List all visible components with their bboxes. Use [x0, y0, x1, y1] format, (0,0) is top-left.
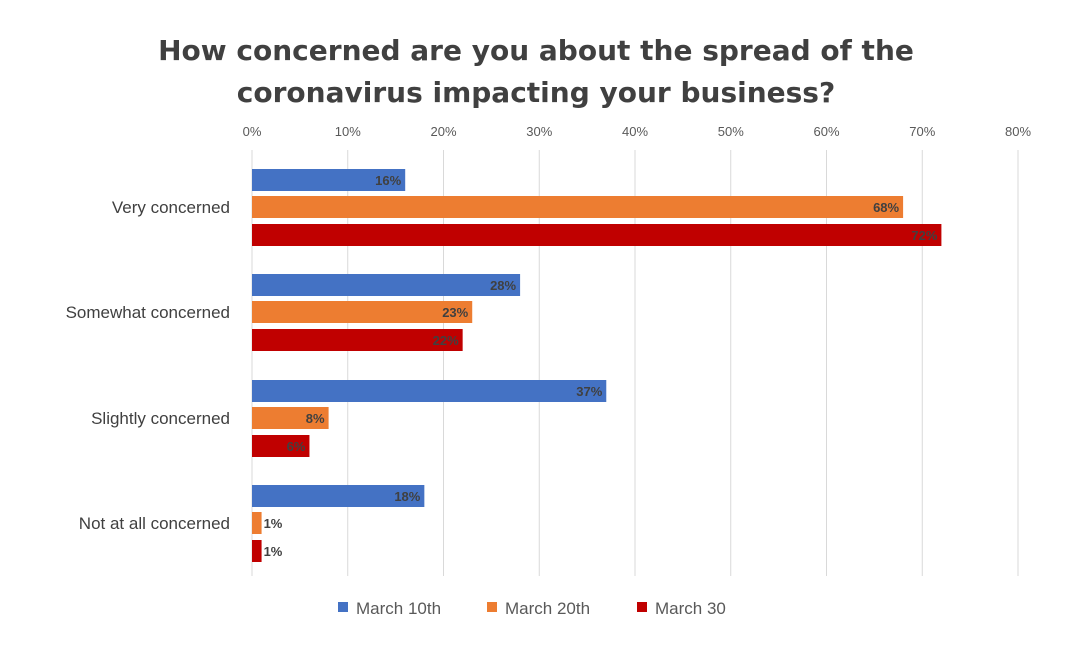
data-label: 18%	[394, 489, 420, 504]
x-tick-label: 70%	[909, 124, 935, 139]
bar	[252, 435, 310, 457]
legend-label: March 30	[655, 599, 726, 618]
legend-swatch	[487, 602, 497, 612]
bar	[252, 485, 425, 507]
x-tick-label: 10%	[335, 124, 361, 139]
bar	[252, 540, 262, 562]
x-tick-label: 60%	[813, 124, 839, 139]
category-label: Not at all concerned	[79, 514, 230, 533]
legend-label: March 20th	[505, 599, 590, 618]
data-label: 37%	[576, 384, 602, 399]
data-label: 1%	[264, 516, 283, 531]
x-tick-label: 20%	[430, 124, 456, 139]
x-tick-label: 0%	[243, 124, 262, 139]
bar	[252, 512, 262, 534]
bar	[252, 301, 473, 323]
legend-label: March 10th	[356, 599, 441, 618]
data-label: 28%	[490, 278, 516, 293]
bar	[252, 329, 463, 351]
data-label: 16%	[375, 173, 401, 188]
x-tick-label: 80%	[1005, 124, 1031, 139]
bar	[252, 169, 406, 191]
bar	[252, 407, 329, 429]
data-label: 72%	[911, 228, 937, 243]
bar	[252, 274, 521, 296]
data-label: 22%	[433, 333, 459, 348]
legend-swatch	[338, 602, 348, 612]
bar	[252, 196, 904, 218]
data-label: 23%	[442, 305, 468, 320]
bar	[252, 224, 942, 246]
bar	[252, 380, 607, 402]
data-label: 8%	[306, 411, 325, 426]
category-label: Somewhat concerned	[66, 303, 230, 322]
category-label: Very concerned	[112, 198, 230, 217]
legend-swatch	[637, 602, 647, 612]
x-tick-label: 50%	[718, 124, 744, 139]
chart-title-line-1: How concerned are you about the spread o…	[158, 34, 914, 67]
data-label: 1%	[264, 544, 283, 559]
chart-title: How concerned are you about the spread o…	[0, 30, 1072, 114]
chart-title-line-2: coronavirus impacting your business?	[236, 76, 836, 109]
data-label: 6%	[287, 439, 306, 454]
x-tick-label: 30%	[526, 124, 552, 139]
category-label: Slightly concerned	[91, 409, 230, 428]
x-tick-label: 40%	[622, 124, 648, 139]
data-label: 68%	[873, 200, 899, 215]
